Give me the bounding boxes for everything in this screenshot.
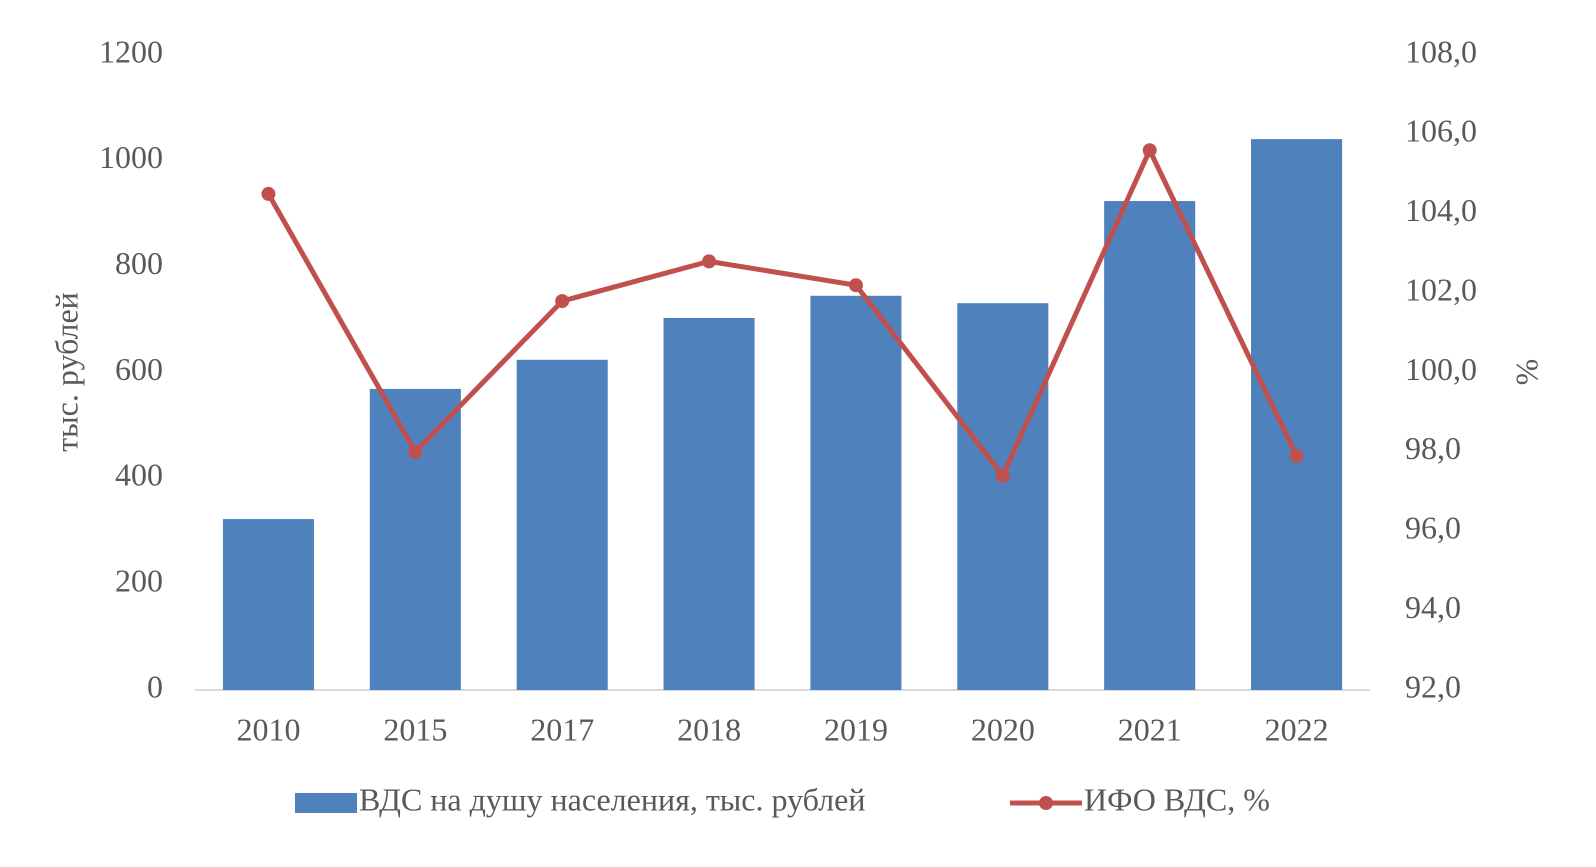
- y2-tick-label: 106,0: [1405, 113, 1477, 149]
- legend-label: ВДС на душу населения, тыс. рублей: [359, 781, 865, 817]
- y2-axis-title: %: [1508, 359, 1544, 386]
- y-tick-label: 0: [147, 668, 163, 704]
- y-tick-label: 600: [115, 351, 163, 387]
- y-tick-label: 1000: [99, 139, 163, 175]
- x-tick-label: 2015: [383, 711, 447, 747]
- line-marker: [848, 278, 863, 293]
- bar: [1251, 139, 1343, 690]
- x-tick-label: 2010: [236, 711, 300, 747]
- bar: [663, 317, 755, 690]
- legend-marker: [1039, 796, 1053, 810]
- line-marker: [1142, 143, 1157, 158]
- y2-tick-label: 96,0: [1405, 510, 1461, 546]
- bar: [957, 303, 1049, 690]
- line-marker: [555, 294, 570, 309]
- bar: [810, 295, 902, 690]
- y2-tick-label: 100,0: [1405, 351, 1477, 387]
- bar: [369, 388, 461, 690]
- x-tick-label: 2021: [1118, 711, 1182, 747]
- line-marker: [995, 468, 1010, 483]
- y2-tick-label: 94,0: [1405, 589, 1461, 625]
- bar: [516, 359, 608, 690]
- legend-label: ИФО ВДС, %: [1084, 781, 1270, 817]
- y-tick-label: 200: [115, 563, 163, 599]
- x-tick-label: 2018: [677, 711, 741, 747]
- x-tick-label: 2019: [824, 711, 888, 747]
- bar: [222, 519, 314, 690]
- y2-tick-label: 104,0: [1405, 192, 1477, 228]
- x-tick-label: 2022: [1265, 711, 1329, 747]
- bar: [1104, 201, 1196, 691]
- line: [266, 147, 1299, 479]
- legend-swatch: [295, 793, 357, 813]
- y2-tick-label: 98,0: [1405, 430, 1461, 466]
- y-axis-title: тыс. рублей: [48, 292, 84, 452]
- y2-tick-label: 92,0: [1405, 668, 1461, 704]
- line-marker: [1289, 448, 1304, 463]
- line-marker: [408, 444, 423, 459]
- y-tick-label: 1200: [99, 33, 163, 69]
- x-tick-label: 2020: [971, 711, 1035, 747]
- y2-tick-label: 108,0: [1405, 33, 1477, 69]
- y2-tick-label: 102,0: [1405, 271, 1477, 307]
- line-marker: [702, 254, 717, 269]
- line-marker: [261, 186, 276, 201]
- y-tick-label: 800: [115, 245, 163, 281]
- y-tick-label: 400: [115, 457, 163, 493]
- x-tick-label: 2017: [530, 711, 594, 747]
